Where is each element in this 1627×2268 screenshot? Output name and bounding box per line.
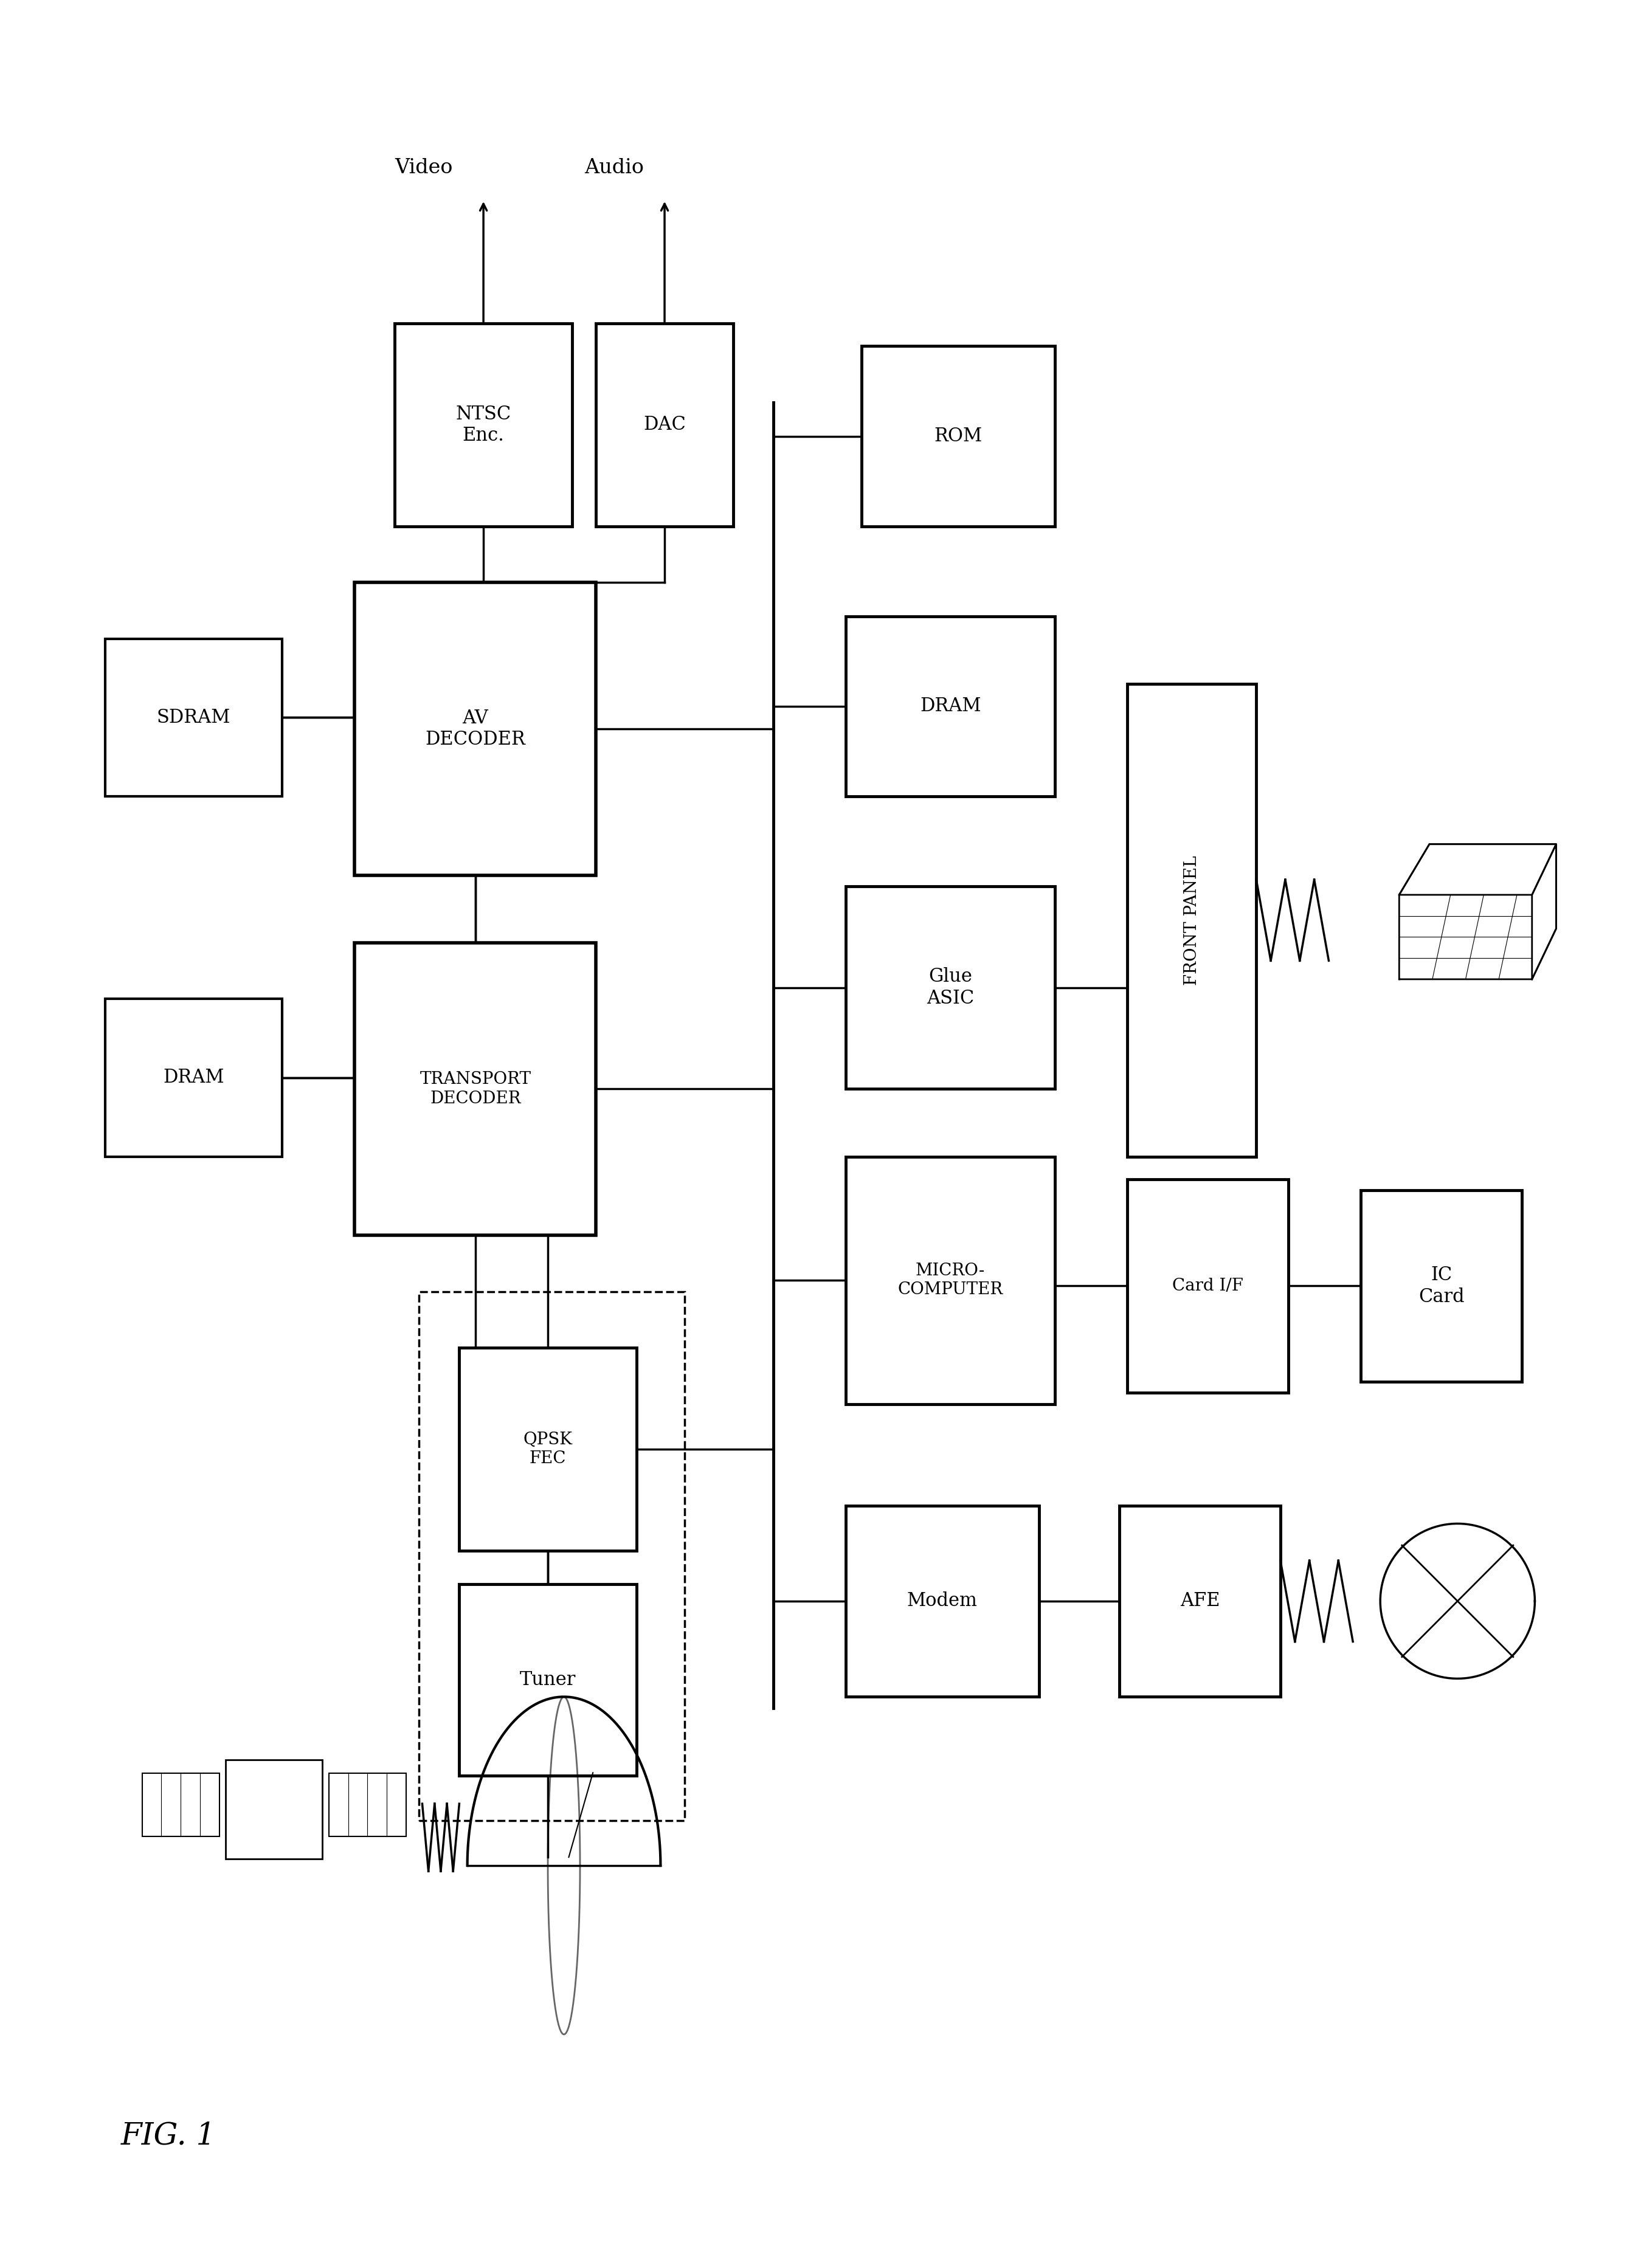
Text: Audio: Audio: [584, 159, 644, 177]
Bar: [329, 1774, 407, 1837]
Bar: [846, 1157, 1054, 1404]
Text: QPSK
FEC: QPSK FEC: [524, 1431, 573, 1467]
Bar: [395, 324, 573, 526]
Bar: [846, 887, 1054, 1089]
Bar: [1128, 683, 1256, 1157]
Bar: [595, 324, 734, 526]
Text: NTSC
Enc.: NTSC Enc.: [456, 404, 511, 445]
Text: FRONT PANEL: FRONT PANEL: [1184, 855, 1201, 984]
Text: MICRO-
COMPUTER: MICRO- COMPUTER: [898, 1263, 1002, 1297]
Bar: [459, 1585, 636, 1776]
Text: ROM: ROM: [934, 426, 983, 445]
Bar: [846, 617, 1054, 796]
Bar: [106, 998, 281, 1157]
Bar: [420, 1290, 685, 1821]
Bar: [862, 347, 1054, 526]
Bar: [459, 1347, 636, 1551]
Text: DAC: DAC: [643, 415, 687, 433]
Text: Modem: Modem: [906, 1592, 978, 1610]
Text: Glue
ASIC: Glue ASIC: [926, 968, 975, 1007]
Bar: [1360, 1191, 1521, 1381]
Bar: [355, 583, 595, 875]
Bar: [1119, 1506, 1280, 1696]
Text: Card I/F: Card I/F: [1173, 1277, 1243, 1295]
Bar: [226, 1760, 322, 1860]
Bar: [1128, 1179, 1289, 1393]
Text: Tuner: Tuner: [519, 1672, 576, 1690]
Text: IC
Card: IC Card: [1419, 1266, 1464, 1306]
Text: TRANSPORT
DECODER: TRANSPORT DECODER: [420, 1070, 530, 1107]
Bar: [142, 1774, 220, 1837]
Text: Video: Video: [395, 159, 452, 177]
Text: AFE: AFE: [1180, 1592, 1220, 1610]
Text: AV
DECODER: AV DECODER: [425, 708, 526, 748]
Bar: [355, 943, 595, 1236]
Text: SDRAM: SDRAM: [156, 708, 231, 728]
Text: FIG. 1: FIG. 1: [120, 2121, 216, 2150]
Bar: [846, 1506, 1040, 1696]
Bar: [106, 640, 281, 796]
Text: DRAM: DRAM: [919, 696, 981, 717]
Text: DRAM: DRAM: [163, 1068, 225, 1086]
